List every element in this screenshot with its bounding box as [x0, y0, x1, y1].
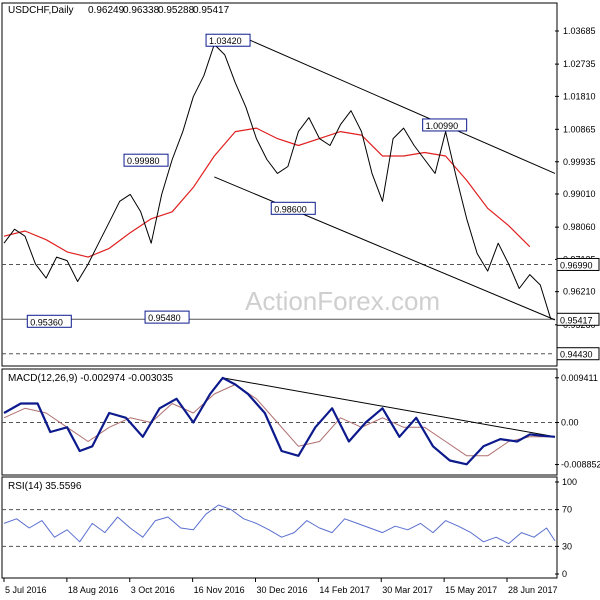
- annotation-label: 1.00990: [426, 121, 459, 131]
- annotation-label: 0.99980: [127, 156, 160, 166]
- price-level-box: [556, 347, 600, 361]
- macd-y-tick-label: 0.00: [561, 418, 579, 428]
- rsi-panel-frame: [1, 476, 558, 579]
- rsi-series: [3, 504, 556, 545]
- price-level-box: [556, 312, 600, 326]
- x-tick-label: 18 Aug 2016: [68, 585, 119, 595]
- x-tick-label: 15 May 2017: [445, 585, 497, 595]
- price-y-axis: 1.03685 1.02735 1.01810 1.00865 0.99935 0.990…: [555, 26, 596, 330]
- price-y-tick-label: 0.96210: [563, 287, 596, 297]
- ma-line: [3, 127, 531, 258]
- annotation-label: 0.95480: [148, 313, 181, 323]
- annotation-label: 0.95360: [30, 317, 63, 327]
- x-tick-label: 30 Mar 2017: [382, 585, 433, 595]
- annotation-box: [205, 33, 251, 47]
- annotation-box: [422, 118, 468, 132]
- rsi-y-tick-label: 30: [562, 541, 572, 551]
- x-tick-label: 3 Oct 2016: [131, 585, 175, 595]
- annotation-label: 0.98600: [274, 204, 307, 214]
- price-y-tick-label: 0.99935: [563, 157, 596, 167]
- annotation-box: [123, 153, 169, 167]
- ohlc-open: 0.96249: [88, 5, 125, 16]
- price-y-tick-label: 1.03685: [563, 26, 596, 36]
- macd-y-tick-label: 0.009411: [561, 373, 598, 383]
- annotation-label: 1.03420: [209, 36, 242, 46]
- price-level-box: [556, 257, 600, 271]
- macd-title: MACD(12,26,9) -0.002974 -0.003035: [8, 373, 174, 384]
- rsi-y-tick-label: 70: [562, 505, 572, 515]
- ohlc-high: 0.96338: [123, 5, 160, 16]
- price-panel-frame: [1, 2, 558, 367]
- price-annotations: 1.03420 0.99980 0.98600 1.00990 0.95480 0.953…: [26, 33, 468, 328]
- annotation-box: [270, 201, 316, 215]
- macd-y-axis: 0.009411 0.00 -0.008852: [2, 373, 600, 470]
- rsi-line: [3, 504, 556, 545]
- price-y-tick-label: 1.00865: [563, 124, 596, 134]
- ohlc-close: 0.95417: [193, 5, 230, 16]
- price-line: [3, 43, 552, 320]
- rsi-title: RSI(14) 35.5596: [8, 481, 82, 492]
- price-y-tick-label: 1.01810: [563, 91, 596, 101]
- macd-series: [3, 376, 556, 466]
- rsi-y-tick-label: 0: [562, 569, 567, 579]
- price-y-tick-label: 1.02735: [563, 59, 596, 69]
- rsi-y-axis: 100 70 30 0: [2, 477, 577, 579]
- macd-line: [3, 376, 556, 466]
- x-axis: 5 Jul 2016 18 Aug 2016 3 Oct 2016 16 Nov 20…: [3, 578, 558, 595]
- watermark: ActionForex.com: [245, 286, 440, 316]
- x-tick-label: 16 Nov 2016: [194, 585, 245, 595]
- macd-signal-line: [3, 384, 555, 457]
- price-channel-lines: [214, 39, 556, 321]
- price-series: [3, 43, 552, 320]
- x-tick-label: 28 Jun 2017: [508, 585, 558, 595]
- price-level-label: 0.96990: [560, 260, 593, 270]
- price-y-tick-label: 0.98060: [563, 222, 596, 232]
- chart-title: USDCHF,Daily: [8, 5, 74, 16]
- channel-line: [249, 39, 556, 174]
- x-tick-label: 30 Dec 2016: [257, 585, 308, 595]
- macd-y-tick-label: -0.008852: [561, 460, 600, 470]
- annotation-box: [144, 310, 190, 324]
- rsi-y-tick-label: 100: [562, 477, 577, 487]
- channel-line: [214, 176, 556, 321]
- price-level-label: 0.94430: [560, 350, 593, 360]
- price-y-tick-label: 0.99010: [563, 189, 596, 199]
- x-tick-label: 14 Feb 2017: [319, 585, 370, 595]
- x-tick-label: 5 Jul 2016: [5, 585, 47, 595]
- price-level-label: 0.95417: [560, 315, 593, 325]
- price-levels: 0.96990 0.95417 0.94430: [2, 257, 600, 361]
- macd-trend-line: [222, 377, 556, 438]
- ohlc-low: 0.95288: [158, 5, 195, 16]
- annotation-box: [26, 314, 72, 328]
